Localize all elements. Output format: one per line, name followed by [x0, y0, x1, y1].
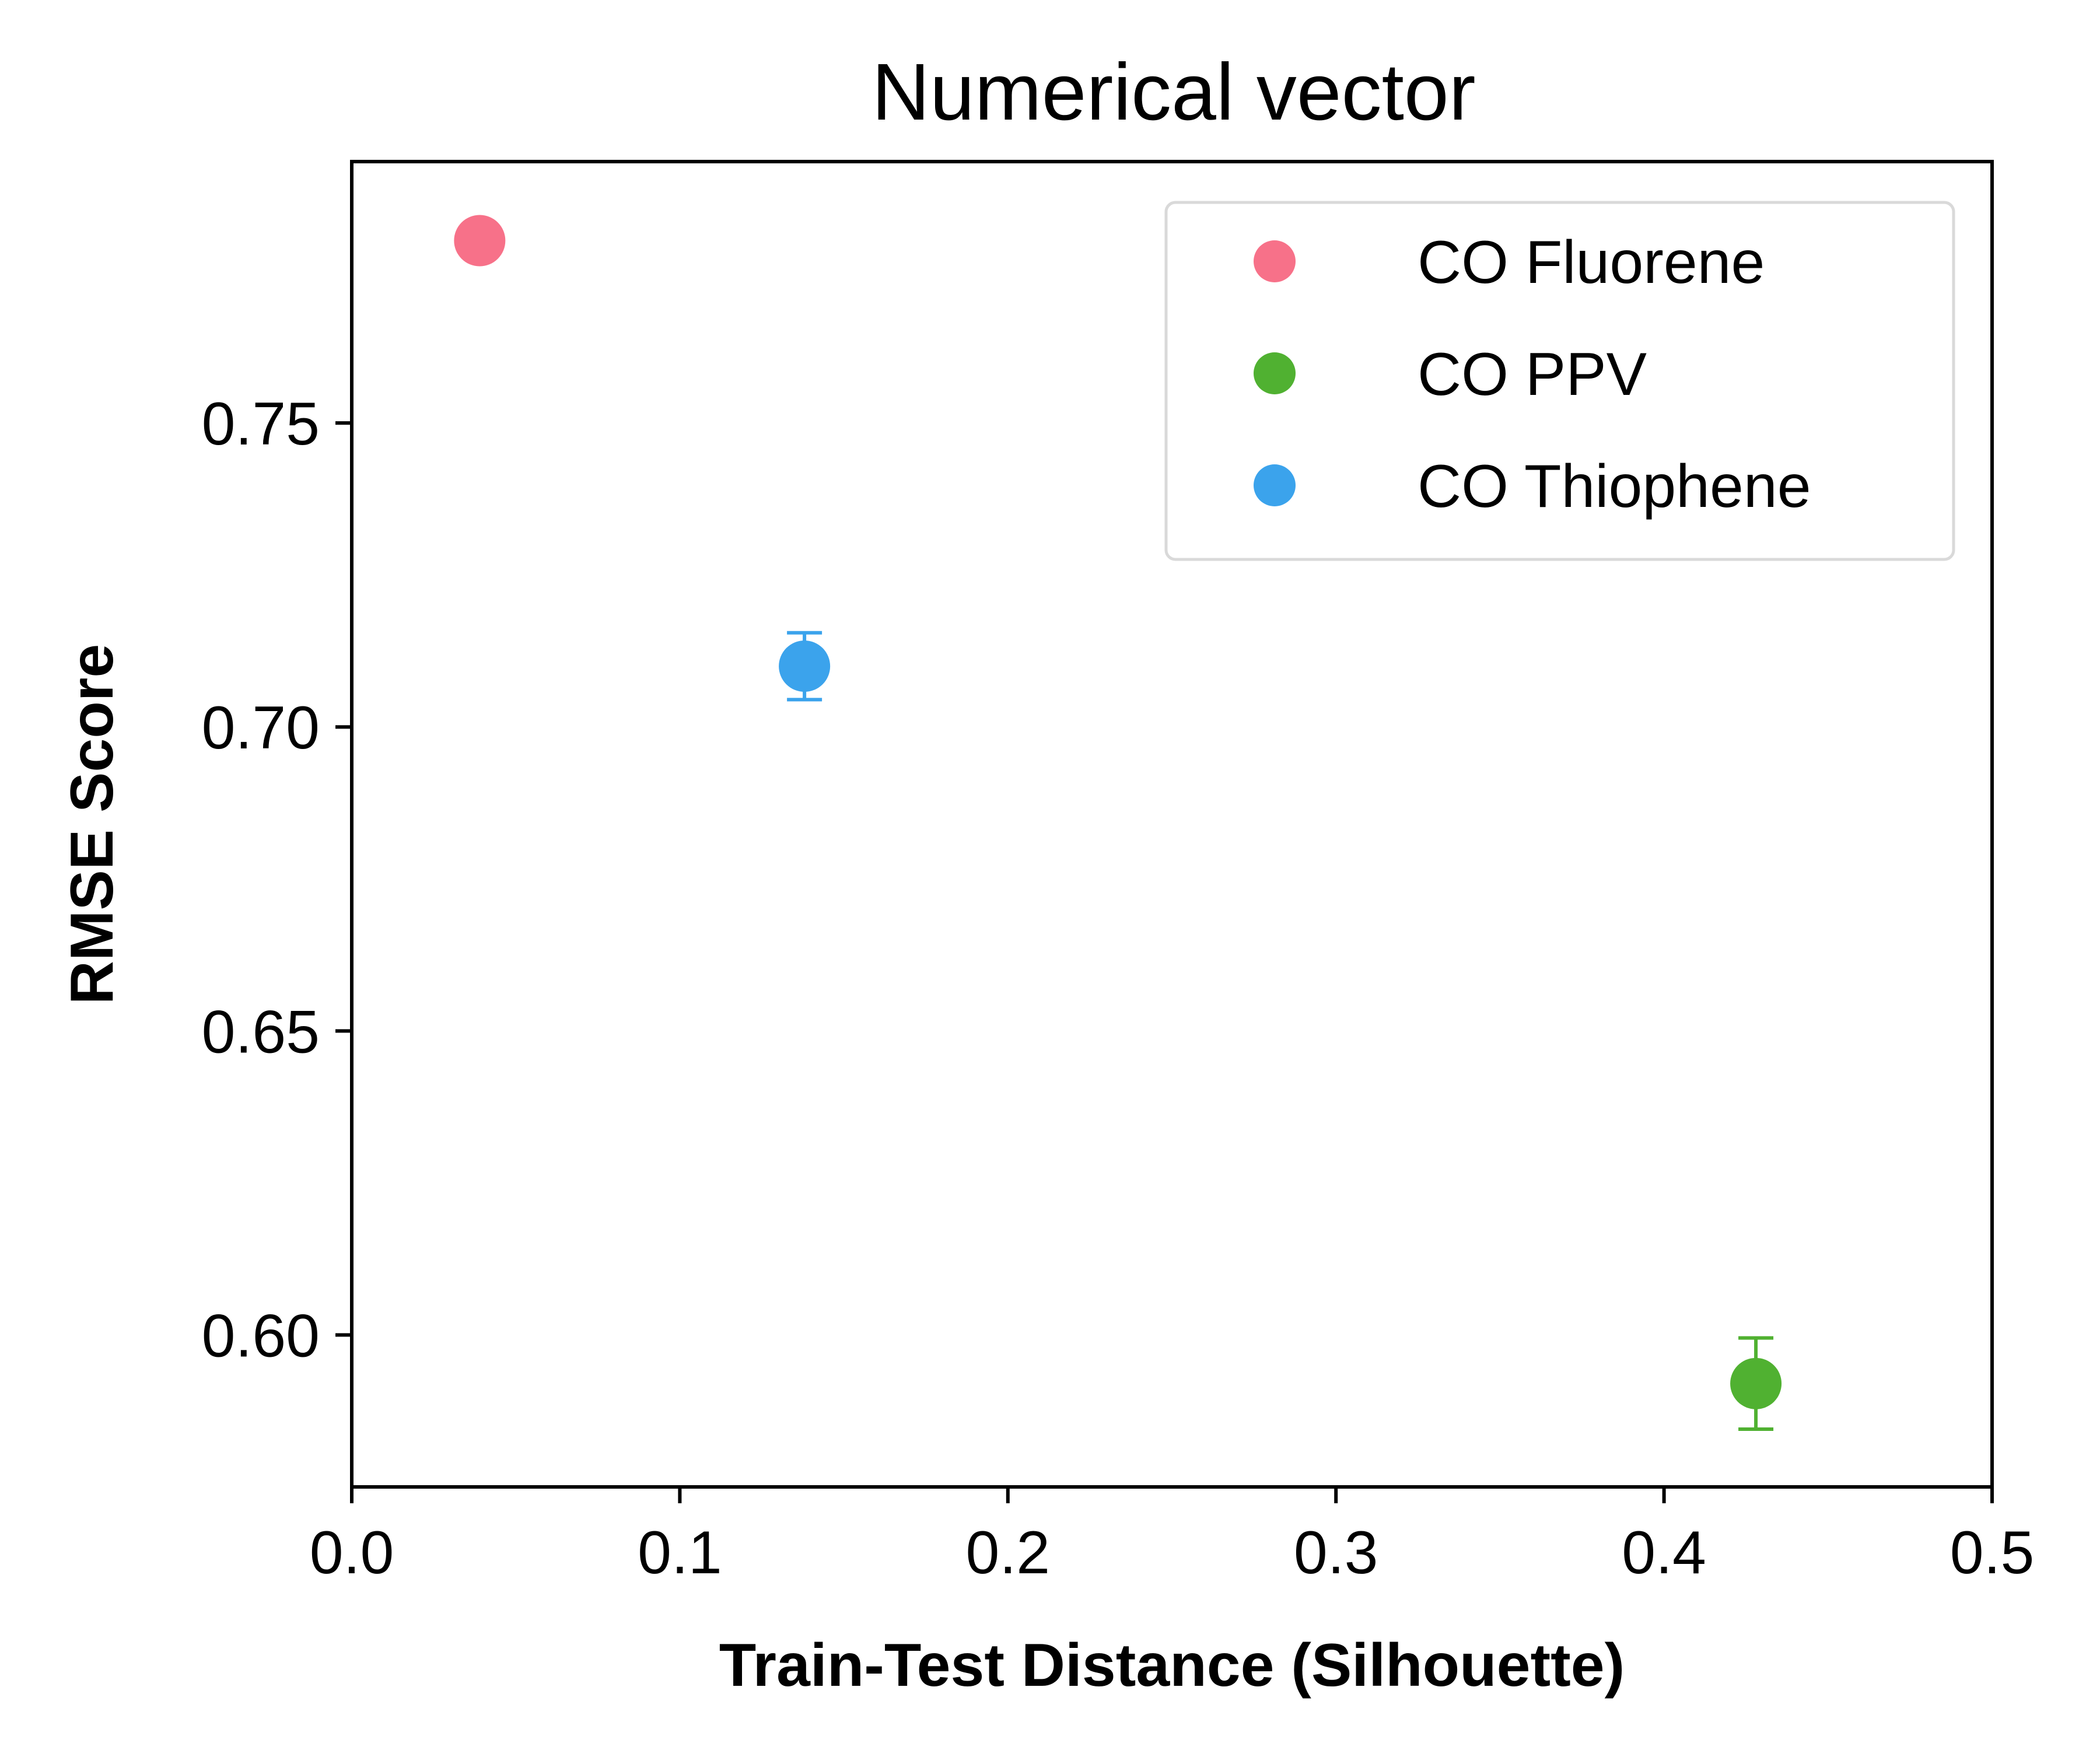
legend-item-co-thiophene: CO Thiophene: [1254, 453, 1811, 520]
x-tick-label: 0.4: [1622, 1519, 1706, 1587]
y-axis-label: RMSE Score: [58, 644, 126, 1005]
plot-area: [350, 160, 1994, 1489]
legend-label: CO PPV: [1418, 341, 1647, 408]
data-marks: [454, 215, 1782, 1431]
data-point: [1730, 1357, 1782, 1409]
legend-label: CO Fluorene: [1418, 229, 1765, 296]
x-tick-label: 0.3: [1294, 1519, 1378, 1587]
x-axis-label: Train-Test Distance (Silhouette): [719, 1632, 1625, 1699]
legend-marker: [1254, 464, 1296, 506]
legend-item-co-ppv: CO PPV: [1254, 341, 1647, 408]
y-tick-label: 0.60: [202, 1302, 320, 1370]
x-tick-label: 0.0: [310, 1519, 394, 1587]
legend-marker: [1254, 352, 1296, 394]
data-point: [454, 215, 506, 267]
x-axis: 0.0 0.1 0.2 0.3 0.4 0.5: [310, 1487, 2035, 1587]
x-tick-label: 0.5: [1950, 1519, 2035, 1587]
legend-label: CO Thiophene: [1418, 453, 1811, 520]
y-tick-label: 0.65: [202, 998, 320, 1066]
series-co-fluorene: [454, 215, 506, 267]
legend: CO Fluorene CO PPV CO Thiophene: [1164, 201, 1955, 561]
y-axis: 0.60 0.65 0.70 0.75: [202, 390, 352, 1370]
series-co-thiophene: [779, 631, 831, 702]
legend-frame: [1164, 201, 1955, 561]
y-tick-label: 0.70: [202, 694, 320, 762]
data-point: [779, 640, 831, 692]
x-tick-label: 0.2: [966, 1519, 1051, 1587]
y-tick-label: 0.75: [202, 390, 320, 458]
chart-title: Numerical vector: [872, 47, 1475, 137]
legend-item-co-fluorene: CO Fluorene: [1254, 229, 1765, 296]
x-tick-label: 0.1: [638, 1519, 722, 1587]
legend-marker: [1254, 240, 1296, 282]
plot-frame: [350, 160, 1994, 1489]
series-co-ppv: [1730, 1336, 1782, 1431]
legend-items: CO Fluorene CO PPV CO Thiophene: [1254, 229, 1811, 520]
